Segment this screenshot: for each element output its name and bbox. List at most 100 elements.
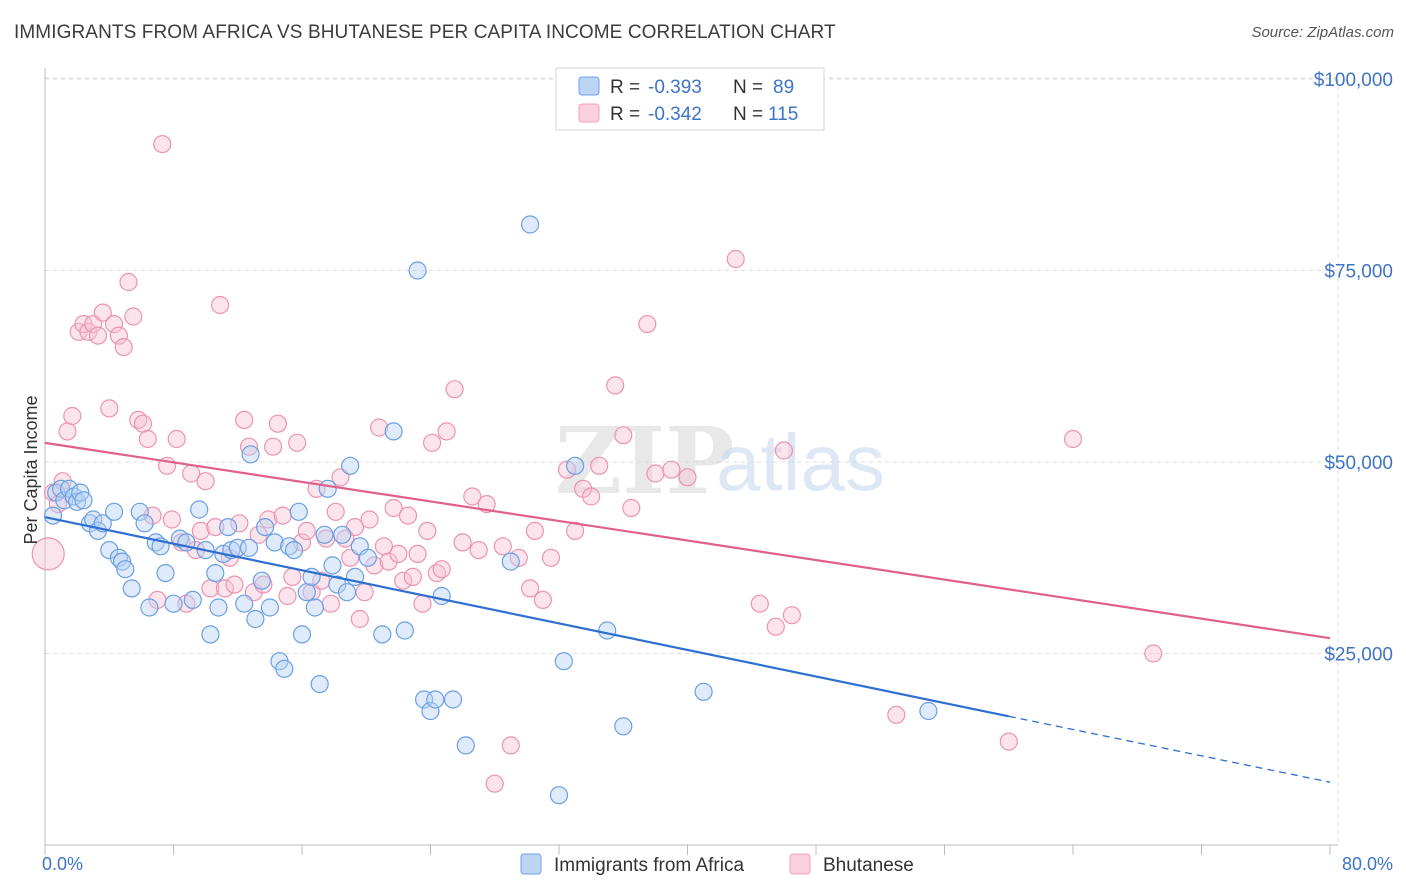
point-africa-62 — [341, 456, 360, 475]
point-bhutanese-75 — [403, 567, 422, 587]
point-bhutanese-53 — [297, 521, 316, 541]
point-bhutanese-10 — [88, 326, 108, 345]
point-africa-61 — [337, 583, 357, 602]
point-bhutanese-67 — [365, 556, 384, 575]
point-bhutanese-85 — [463, 487, 482, 506]
axes — [44, 68, 1338, 855]
point-africa-55 — [310, 674, 329, 694]
point-africa-56 — [315, 525, 334, 544]
point-bhutanese-92 — [520, 579, 540, 598]
point-bhutanese-113 — [887, 705, 906, 724]
point-bhutanese-32 — [196, 472, 215, 491]
point-africa-0 — [43, 506, 63, 525]
point-africa-50 — [289, 502, 308, 521]
source-label: Source: ZipAtlas.com — [1251, 24, 1394, 41]
legend-box — [555, 67, 825, 131]
point-bhutanese-74 — [398, 506, 418, 525]
y-axis-title: Per Capita Income — [21, 395, 41, 544]
legend-r-label-bhutanese: R = — [610, 104, 640, 125]
point-africa-42 — [252, 571, 271, 590]
point-bhutanese-47 — [268, 414, 287, 433]
point-africa-75 — [456, 736, 475, 755]
point-bhutanese-107 — [678, 468, 697, 487]
point-bhutanese-39 — [230, 514, 249, 533]
point-bhutanese-105 — [646, 464, 665, 483]
legend-n-value-bhutanese: 115 — [768, 104, 798, 125]
point-bhutanese-84 — [453, 533, 472, 552]
legend-n-label-africa: N = — [733, 77, 763, 98]
legend-r-label-africa: R = — [610, 77, 640, 98]
point-bhutanese-3 — [53, 472, 72, 491]
point-bhutanese-99 — [581, 487, 601, 506]
point-africa-14 — [104, 502, 124, 521]
point-bhutanese-101 — [606, 376, 625, 395]
point-bhutanese-31 — [191, 521, 210, 541]
point-africa-59 — [328, 575, 347, 594]
point-bhutanese-88 — [485, 774, 504, 793]
point-bhutanese-15 — [114, 338, 133, 357]
y-tick-label-2: $75,000 — [1324, 262, 1393, 283]
point-bhutanese-0 — [31, 537, 65, 571]
point-africa-72 — [426, 690, 445, 709]
point-bhutanese-106 — [662, 460, 681, 479]
point-africa-29 — [190, 500, 209, 519]
point-africa-20 — [135, 514, 154, 533]
point-bhutanese-103 — [622, 498, 641, 518]
point-africa-73 — [432, 586, 451, 606]
trend-line-bhutanese — [44, 441, 1331, 640]
point-africa-77 — [520, 215, 540, 234]
point-bhutanese-25 — [162, 510, 181, 529]
point-bhutanese-110 — [766, 617, 785, 636]
point-africa-35 — [219, 517, 238, 537]
point-bhutanese-73 — [394, 571, 413, 590]
point-africa-66 — [384, 422, 403, 441]
point-bhutanese-111 — [774, 441, 794, 460]
point-bhutanese-109 — [750, 594, 769, 613]
point-bhutanese-16 — [119, 272, 138, 292]
point-africa-28 — [183, 590, 202, 610]
trend-line-africa — [44, 516, 1009, 718]
x-tick-label-1: 80.0% — [1342, 854, 1393, 874]
point-bhutanese-72 — [389, 544, 408, 564]
point-bhutanese-114 — [999, 732, 1018, 751]
point-africa-21 — [140, 598, 159, 617]
point-bhutanese-70 — [379, 552, 398, 571]
point-africa-44 — [260, 598, 279, 617]
point-bhutanese-41 — [239, 437, 259, 456]
point-bhutanese-115 — [1063, 429, 1083, 449]
point-africa-40 — [241, 445, 260, 464]
point-africa-41 — [246, 609, 265, 629]
point-africa-38 — [235, 594, 254, 613]
point-bhutanese-77 — [413, 594, 432, 613]
bottom-legend-label-africa: Immigrants from Africa — [554, 855, 744, 876]
point-bhutanese-51 — [288, 433, 307, 452]
legend-swatch-africa — [578, 76, 600, 96]
point-africa-81 — [598, 621, 617, 640]
point-africa-76 — [501, 552, 520, 571]
point-bhutanese-13 — [104, 315, 124, 334]
y-tick-label-1: $50,000 — [1324, 453, 1393, 474]
point-bhutanese-17 — [124, 307, 143, 326]
legend: R = -0.393 N = 89 R = -0.342 N = 115 — [555, 67, 825, 131]
point-bhutanese-11 — [93, 303, 112, 322]
point-africa-83 — [694, 682, 713, 701]
point-africa-65 — [358, 548, 377, 567]
point-bhutanese-46 — [264, 437, 283, 456]
point-bhutanese-86 — [469, 540, 488, 560]
point-bhutanese-93 — [525, 521, 545, 541]
point-africa-60 — [333, 525, 352, 544]
point-africa-52 — [297, 583, 316, 602]
y-tick-labels: $25,000 $50,000 $75,000 $100,000 — [1314, 70, 1393, 666]
point-africa-13 — [100, 540, 119, 560]
series-africa-points — [43, 215, 938, 805]
point-bhutanese-49 — [278, 586, 297, 606]
point-bhutanese-100 — [590, 456, 609, 475]
point-africa-45 — [265, 533, 284, 552]
point-bhutanese-95 — [541, 548, 561, 567]
series-bhutanese-points — [31, 135, 1163, 793]
point-bhutanese-12 — [100, 399, 119, 418]
point-bhutanese-19 — [133, 414, 153, 433]
point-bhutanese-23 — [153, 135, 172, 154]
watermark-atlas: atlas — [716, 418, 885, 507]
point-africa-43 — [256, 517, 275, 537]
